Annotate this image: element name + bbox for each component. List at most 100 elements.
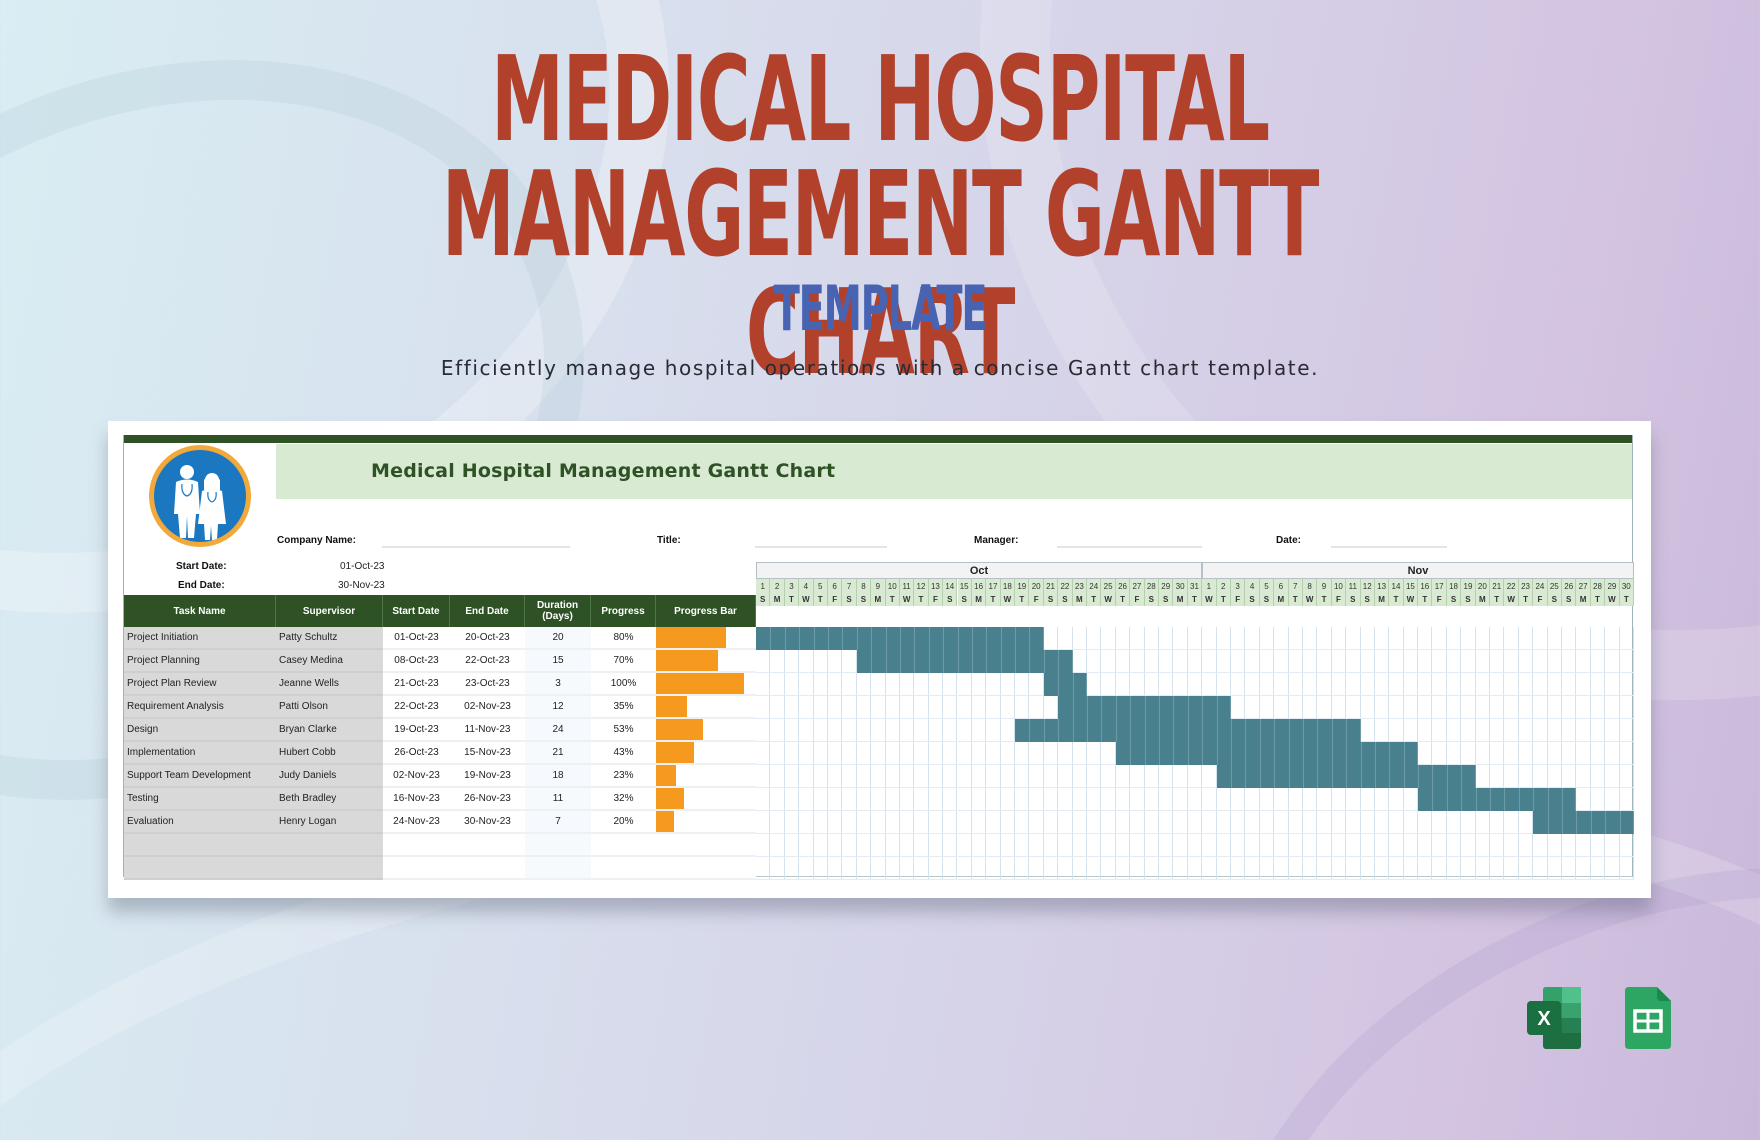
gantt-cell [1461, 696, 1476, 719]
task-name-cell[interactable]: Project Planning [124, 650, 276, 673]
end-date-cell[interactable]: 30-Nov-23 [450, 811, 525, 834]
end-date-cell[interactable]: 15-Nov-23 [450, 742, 525, 765]
gantt-bar-divider [928, 650, 930, 673]
progress-cell[interactable]: 20% [591, 811, 656, 834]
end-date-cell[interactable] [450, 834, 525, 857]
gantt-task-bar[interactable] [1533, 811, 1634, 834]
progress-cell[interactable]: 35% [591, 696, 656, 719]
progress-cell[interactable]: 100% [591, 673, 656, 696]
supervisor-cell[interactable]: Patti Olson [276, 696, 383, 719]
start-date-cell[interactable]: 21-Oct-23 [383, 673, 450, 696]
supervisor-cell[interactable]: Bryan Clarke [276, 719, 383, 742]
duration-cell[interactable]: 24 [525, 719, 591, 742]
gantt-bar-divider [1144, 719, 1146, 742]
gantt-task-bar[interactable] [1216, 765, 1476, 788]
end-date-cell[interactable] [450, 857, 525, 880]
task-name-cell[interactable]: Support Team Development [124, 765, 276, 788]
col-header-supervisor[interactable]: Supervisor [276, 595, 383, 627]
end-date-cell[interactable]: 11-Nov-23 [450, 719, 525, 742]
gantt-task-bar[interactable] [1418, 788, 1577, 811]
progress-cell[interactable] [591, 857, 656, 880]
start-date-cell[interactable]: 16-Nov-23 [383, 788, 450, 811]
task-name-cell[interactable]: Requirement Analysis [124, 696, 276, 719]
start-date-cell[interactable]: 26-Oct-23 [383, 742, 450, 765]
gantt-cell [1216, 857, 1231, 880]
start-date-cell[interactable] [383, 834, 450, 857]
col-header-task-name[interactable]: Task Name [124, 595, 276, 627]
company-name-field[interactable] [382, 546, 570, 548]
title-field[interactable] [755, 546, 887, 548]
gantt-task-bar[interactable] [1115, 742, 1419, 765]
supervisor-cell[interactable]: Beth Bradley [276, 788, 383, 811]
task-name-cell[interactable]: Implementation [124, 742, 276, 765]
task-name-cell[interactable]: Design [124, 719, 276, 742]
duration-cell[interactable]: 3 [525, 673, 591, 696]
task-name-cell[interactable] [124, 857, 276, 880]
gantt-cell [756, 696, 771, 719]
col-header-end-date[interactable]: End Date [450, 595, 525, 627]
progress-cell[interactable]: 53% [591, 719, 656, 742]
task-name-cell[interactable]: Project Initiation [124, 627, 276, 650]
day-number: 15 [1403, 579, 1419, 593]
manager-field[interactable] [1057, 546, 1202, 548]
col-header-progress[interactable]: Progress [591, 595, 656, 627]
duration-cell[interactable] [525, 857, 591, 880]
task-name-cell[interactable]: Testing [124, 788, 276, 811]
gantt-bar-divider [1072, 719, 1074, 742]
start-date-cell[interactable] [383, 857, 450, 880]
supervisor-cell[interactable] [276, 857, 383, 880]
end-date-cell[interactable]: 20-Oct-23 [450, 627, 525, 650]
start-date-cell[interactable]: 22-Oct-23 [383, 696, 450, 719]
progress-cell[interactable]: 43% [591, 742, 656, 765]
supervisor-cell[interactable]: Judy Daniels [276, 765, 383, 788]
date-field[interactable] [1331, 546, 1447, 548]
progress-cell[interactable]: 80% [591, 627, 656, 650]
task-name-cell[interactable]: Project Plan Review [124, 673, 276, 696]
start-date-cell[interactable]: 19-Oct-23 [383, 719, 450, 742]
end-date-cell[interactable]: 23-Oct-23 [450, 673, 525, 696]
gantt-cell [1331, 650, 1347, 673]
progress-cell[interactable] [591, 834, 656, 857]
gantt-cell [1576, 834, 1591, 857]
duration-cell[interactable]: 11 [525, 788, 591, 811]
day-letter: F [1432, 592, 1447, 606]
gantt-cell [1173, 788, 1188, 811]
duration-cell[interactable]: 20 [525, 627, 591, 650]
task-name-cell[interactable] [124, 834, 276, 857]
duration-cell[interactable]: 7 [525, 811, 591, 834]
start-date-cell[interactable]: 01-Oct-23 [383, 627, 450, 650]
gantt-bar-divider [971, 627, 973, 650]
supervisor-cell[interactable]: Jeanne Wells [276, 673, 383, 696]
end-date-cell[interactable]: 22-Oct-23 [450, 650, 525, 673]
supervisor-cell[interactable] [276, 834, 383, 857]
end-date-cell[interactable]: 02-Nov-23 [450, 696, 525, 719]
end-date-cell[interactable]: 19-Nov-23 [450, 765, 525, 788]
supervisor-cell[interactable]: Henry Logan [276, 811, 383, 834]
duration-cell[interactable]: 12 [525, 696, 591, 719]
gantt-task-bar[interactable] [1043, 673, 1088, 696]
col-header-progress-bar[interactable]: Progress Bar [656, 595, 756, 627]
start-date-cell[interactable]: 08-Oct-23 [383, 650, 450, 673]
col-header-duration[interactable]: Duration (Days) [525, 595, 591, 627]
start-date-cell[interactable]: 24-Nov-23 [383, 811, 450, 834]
col-header-start-date[interactable]: Start Date [383, 595, 450, 627]
supervisor-cell[interactable]: Hubert Cobb [276, 742, 383, 765]
duration-cell[interactable]: 18 [525, 765, 591, 788]
task-name-cell[interactable]: Evaluation [124, 811, 276, 834]
supervisor-cell[interactable]: Patty Schultz [276, 627, 383, 650]
progress-cell[interactable]: 32% [591, 788, 656, 811]
gantt-cell [784, 650, 800, 673]
duration-cell[interactable] [525, 834, 591, 857]
gantt-task-bar[interactable] [856, 650, 1073, 673]
start-date-cell[interactable]: 02-Nov-23 [383, 765, 450, 788]
supervisor-cell[interactable]: Casey Medina [276, 650, 383, 673]
duration-cell[interactable]: 15 [525, 650, 591, 673]
gantt-cell [1115, 811, 1131, 834]
progress-cell[interactable]: 23% [591, 765, 656, 788]
duration-cell[interactable]: 21 [525, 742, 591, 765]
gantt-cell [827, 788, 843, 811]
gantt-cell [1087, 627, 1102, 650]
gantt-cell [1374, 627, 1390, 650]
progress-cell[interactable]: 70% [591, 650, 656, 673]
end-date-cell[interactable]: 26-Nov-23 [450, 788, 525, 811]
